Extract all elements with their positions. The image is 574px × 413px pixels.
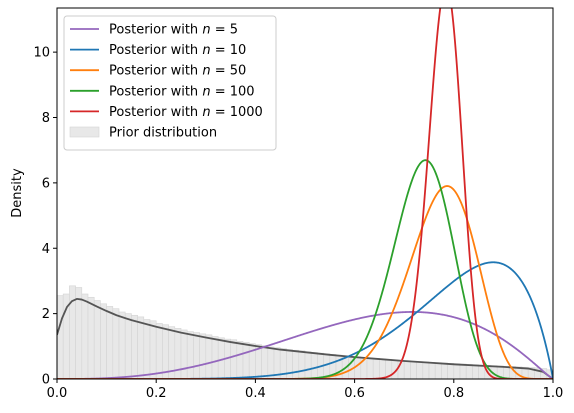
posterior-line-5 [57,8,553,379]
legend-box [63,15,277,151]
x-tick-label: 0.6 [344,386,365,401]
prior-histogram-bar [186,331,194,379]
prior-histogram-bar [379,358,386,379]
y-tick-label: 2 [42,307,50,322]
legend-label: Posterior with n = 50 [109,64,246,79]
prior-histogram-bar [434,362,442,379]
prior-histogram-bar [410,361,417,379]
prior-histogram-bar [372,358,380,379]
prior-histogram-bar [286,349,293,379]
x-tick-label: 0.0 [47,386,68,401]
prior-histogram-bar [174,328,182,379]
prior-histogram-bar [459,363,467,379]
prior-histogram-bar [428,362,436,379]
prior-histogram-bar [149,320,157,379]
prior-histogram-bar [205,334,213,379]
prior-histogram-bar [199,333,207,379]
prior-histogram-bar [304,351,312,379]
prior-histogram-bar [292,349,300,379]
legend-swatch [69,126,100,138]
prior-histogram-bar [118,311,126,379]
prior-histogram-bar [100,303,107,379]
prior-histogram-bar [193,332,200,379]
legend: Posterior with n = 5 Posterior with n = 1… [63,15,277,151]
y-axis-label: Density [10,168,25,218]
legend-label: Posterior with n = 10 [109,43,246,58]
prior-histogram-bar [267,346,275,379]
prior-histogram-bar [211,336,219,379]
prior-histogram-bar [261,345,269,379]
prior-histogram-bar [81,293,89,379]
prior-histogram-bar [242,342,250,379]
y-tick-label: 4 [42,242,50,257]
prior-histogram-bar [112,308,120,379]
x-tick-label: 0.8 [443,386,464,401]
prior-histogram-bar [465,363,473,379]
plot-frame [56,7,554,380]
legend-label: Posterior with n = 5 [109,23,238,38]
prior-histogram-bar [87,296,95,379]
prior-histogram-bar [366,357,374,379]
prior-histogram-bar [503,365,510,379]
x-tick-label: 0.4 [245,386,266,401]
prior-histogram-bar [248,343,256,379]
prior-histogram-bar [75,287,83,379]
prior-histogram-bar [310,352,318,379]
legend-label: Posterior with n = 100 [109,84,255,99]
prior-histogram-bar [106,306,114,379]
prior-histogram-bar [236,341,244,379]
y-tick-label: 6 [42,176,50,191]
prior-histogram-bar [230,339,238,379]
y-axis: 0 2 4 6 8 10 [33,46,57,388]
prior-histogram-bar [298,350,306,379]
x-tick-label: 1.0 [543,386,564,401]
prior-histogram-bar [57,295,64,379]
prior-histogram-bar [93,300,101,379]
prior-histogram-bar [155,323,163,379]
y-tick-label: 10 [33,46,50,61]
legend-label: Prior distribution [109,126,217,141]
prior-histogram-bar [180,329,188,379]
prior-histogram-bar [403,360,411,379]
prior-histogram-bar [472,364,479,379]
y-tick-label: 8 [42,111,50,126]
y-tick-label: 0 [42,373,50,388]
prior-histogram-bar [143,319,151,379]
prior-histogram-bar [447,363,455,379]
prior-histogram-bar [453,363,461,379]
x-axis: 0.0 0.2 0.4 0.6 0.8 1.0 [47,379,564,401]
prior-histogram-bar [137,316,145,379]
prior-density-line [57,298,553,379]
prior-histogram-bar [354,356,362,379]
prior-histogram-bar [478,364,486,379]
legend-label: Posterior with n = 1000 [109,105,263,120]
prior-histogram-bar [422,361,430,379]
prior-histogram-bar [131,314,138,379]
prior-histogram [57,285,553,379]
prior-histogram-bar [416,361,424,379]
x-tick-label: 0.2 [146,386,167,401]
prior-histogram-bar [124,313,132,379]
prior-histogram-bar [441,362,448,379]
